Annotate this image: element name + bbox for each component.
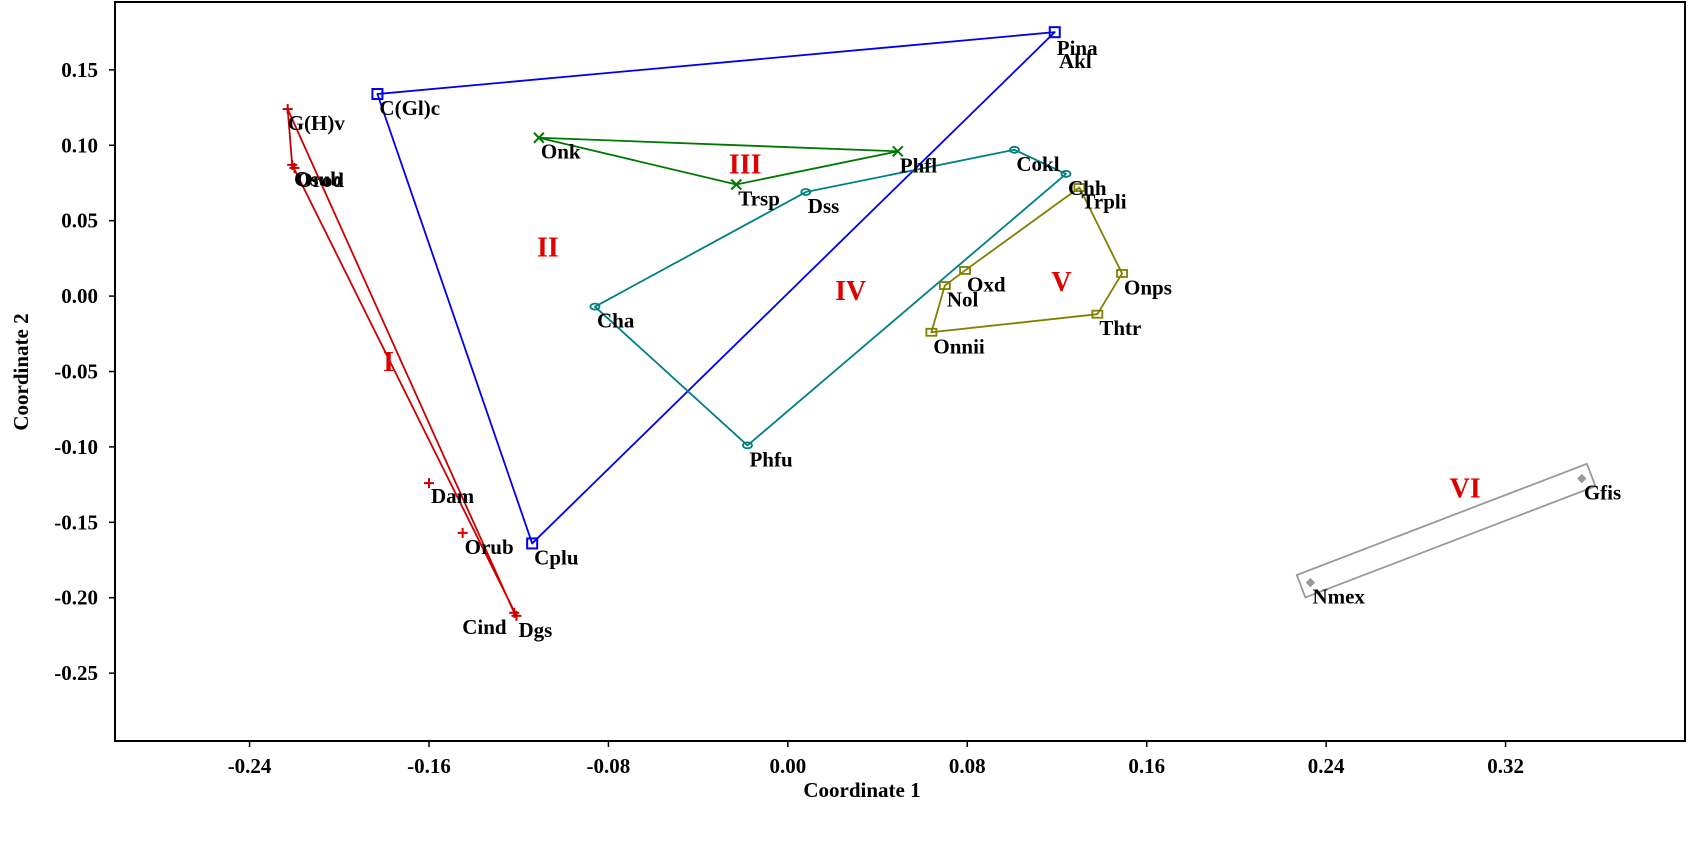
point-dam bbox=[424, 478, 434, 489]
point-dgs bbox=[511, 610, 522, 621]
x-tick-label: 0.32 bbox=[1487, 754, 1524, 778]
group-III-outline bbox=[538, 136, 899, 186]
axis-ticks: -0.24 -0.16 -0.08 0.00 0.08 0.16 0.24 0.32 0.15 0… bbox=[54, 58, 1524, 778]
label-onps: Onps bbox=[1124, 275, 1172, 299]
point-thtr bbox=[1091, 309, 1104, 319]
label-akl: Akl bbox=[1059, 49, 1092, 73]
label-cokl: Cokl bbox=[1016, 152, 1059, 176]
marker-x-b bbox=[533, 132, 545, 144]
label-dgs: Dgs bbox=[518, 618, 552, 642]
label-cha: Cha bbox=[597, 309, 635, 333]
x-tick-label: -0.24 bbox=[228, 754, 272, 778]
label-trpli: Trpli bbox=[1081, 190, 1126, 214]
label-onnii: Onnii bbox=[933, 334, 985, 358]
label-phfu: Phfu bbox=[749, 447, 793, 471]
point-phfu bbox=[742, 441, 753, 450]
label-dam: Dam bbox=[431, 484, 475, 508]
group-III-label: III bbox=[729, 149, 762, 180]
point-onk bbox=[533, 132, 545, 144]
point-cplu bbox=[526, 537, 539, 550]
y-tick-label: -0.25 bbox=[54, 661, 98, 685]
point-oxd bbox=[959, 266, 971, 275]
y-tick-label: 0.10 bbox=[61, 133, 98, 157]
x-tick-label: -0.16 bbox=[407, 754, 451, 778]
y-tick-label: -0.20 bbox=[54, 586, 98, 610]
group-IV-outline bbox=[594, 148, 1067, 447]
group-IV-label: IV bbox=[835, 276, 866, 307]
label-chh: Chh bbox=[1068, 176, 1107, 200]
marker-x-b bbox=[892, 145, 904, 158]
group-VI-outline bbox=[1295, 462, 1597, 599]
marker-x-b bbox=[730, 178, 742, 191]
label-trsp: Trsp bbox=[738, 186, 780, 210]
point-c-gl-c bbox=[371, 87, 384, 100]
label-g-h-v: G(H)v bbox=[288, 111, 346, 135]
x-tick-label: 0.16 bbox=[1128, 754, 1165, 778]
point-dss bbox=[800, 188, 812, 196]
x-tick-label: 0.00 bbox=[769, 754, 806, 778]
point-orod bbox=[289, 162, 300, 173]
label-dss: Dss bbox=[808, 194, 840, 218]
x-tick-label: -0.08 bbox=[587, 754, 631, 778]
point-cha bbox=[589, 302, 601, 311]
point-orub bbox=[457, 527, 468, 538]
group-I-label: I bbox=[383, 347, 394, 378]
y-axis-label: Coordinate 2 bbox=[9, 313, 33, 430]
point-chh bbox=[1060, 170, 1072, 178]
point-phfl bbox=[892, 145, 904, 158]
group-II-outline bbox=[376, 31, 1056, 545]
label-onk: Onk bbox=[541, 140, 581, 164]
label-phfl: Phfl bbox=[900, 153, 938, 177]
y-tick-label: 0.15 bbox=[61, 58, 98, 82]
point-nmex bbox=[1305, 577, 1316, 588]
group-VI-label: VI bbox=[1450, 474, 1481, 505]
label-nmex: Nmex bbox=[1312, 585, 1365, 609]
group-V-label: V bbox=[1051, 267, 1071, 298]
group-V-outline bbox=[930, 186, 1123, 334]
label-orub: Orub bbox=[465, 535, 514, 559]
label-c-gl-c: C(Gl)c bbox=[379, 96, 440, 120]
point-onps bbox=[1116, 269, 1128, 278]
y-tick-label: -0.15 bbox=[54, 510, 98, 534]
y-tick-label: 0.05 bbox=[61, 209, 98, 233]
point-nol bbox=[938, 281, 951, 290]
label-orod: Orod bbox=[296, 168, 344, 192]
point-gfis bbox=[1577, 473, 1587, 484]
x-tick-label: 0.08 bbox=[949, 754, 986, 778]
label-oxd: Oxd bbox=[967, 272, 1006, 296]
label-thtr: Thtr bbox=[1099, 316, 1141, 340]
point-trsp bbox=[730, 178, 742, 191]
point-g-h-v bbox=[282, 104, 293, 115]
label-osub: Osub bbox=[294, 167, 342, 191]
point-onnii bbox=[925, 327, 938, 337]
plot-frame bbox=[114, 1, 1686, 742]
point-pina bbox=[1048, 26, 1061, 39]
y-tick-label: -0.10 bbox=[54, 435, 98, 459]
x-axis-label: Coordinate 1 bbox=[803, 778, 920, 802]
data-points bbox=[282, 26, 1587, 621]
point-trpli bbox=[1073, 183, 1086, 192]
point-cokl bbox=[1008, 145, 1020, 154]
y-tick-label: -0.05 bbox=[54, 360, 98, 384]
label-cplu: Cplu bbox=[534, 545, 579, 569]
label-nol: Nol bbox=[947, 288, 979, 312]
label-cind: Cind bbox=[462, 615, 507, 639]
x-tick-label: 0.24 bbox=[1308, 754, 1345, 778]
group-outlines bbox=[286, 31, 1597, 617]
label-pina: Pina bbox=[1057, 36, 1098, 60]
label-gfis: Gfis bbox=[1584, 481, 1621, 505]
y-tick-label: 0.00 bbox=[61, 284, 98, 308]
group-II-label: II bbox=[537, 232, 559, 263]
